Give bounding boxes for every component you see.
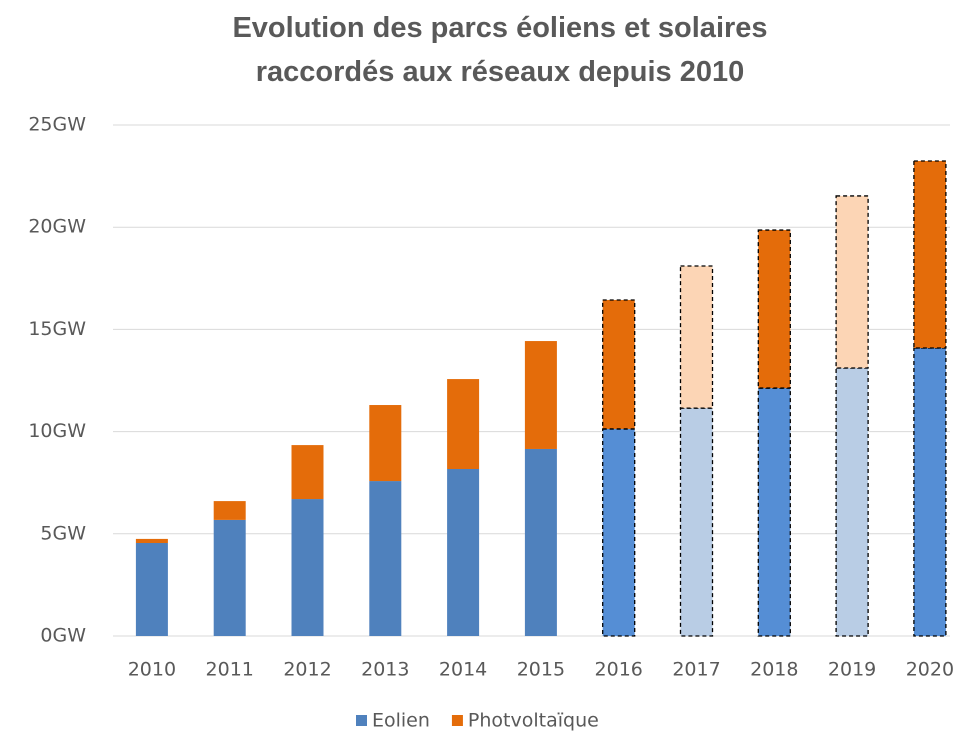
x-tick-label: 2019	[828, 659, 876, 681]
x-tick-label: 2017	[672, 659, 720, 681]
bar	[679, 265, 714, 409]
bar	[913, 160, 947, 349]
y-tick-label: 20GW	[28, 216, 86, 238]
bar	[757, 387, 791, 637]
bar	[447, 469, 480, 636]
bar	[679, 407, 714, 637]
bar	[757, 229, 791, 389]
bar	[835, 367, 869, 637]
bar	[524, 341, 557, 449]
bar	[135, 538, 168, 543]
legend-label: Photvoltaïque	[468, 710, 599, 732]
bar	[835, 195, 869, 369]
x-tick-label: 2012	[283, 659, 331, 681]
bar	[602, 428, 636, 637]
y-tick-label: 5GW	[40, 522, 86, 544]
y-tick-label: 10GW	[28, 420, 86, 442]
bar	[524, 448, 557, 636]
x-tick-label: 2013	[361, 659, 409, 681]
y-tick-label: 25GW	[28, 114, 86, 136]
bar	[369, 405, 402, 482]
x-tick-label: 2014	[439, 659, 487, 681]
x-tick-label: 2020	[906, 659, 954, 681]
x-tick-label: 2011	[206, 659, 254, 681]
bar	[135, 542, 168, 636]
bar	[291, 499, 324, 636]
x-tick-label: 2010	[128, 659, 176, 681]
y-tick-label: 0GW	[40, 625, 86, 647]
bar	[447, 379, 480, 470]
bar	[369, 481, 402, 636]
x-tick-label: 2016	[595, 659, 643, 681]
legend-swatch	[451, 715, 463, 726]
y-tick-label: 15GW	[28, 318, 86, 340]
bar	[913, 347, 947, 637]
bar	[213, 519, 246, 636]
bar	[602, 299, 636, 430]
x-tick-label: 2018	[750, 659, 798, 681]
x-tick-label: 2015	[517, 659, 565, 681]
legend-label: Eolien	[372, 710, 430, 732]
chart-title: Evolution des parcs éoliens et solaires …	[232, 12, 768, 88]
bar	[213, 501, 246, 520]
legend-swatch	[356, 715, 367, 726]
bar	[291, 445, 324, 500]
